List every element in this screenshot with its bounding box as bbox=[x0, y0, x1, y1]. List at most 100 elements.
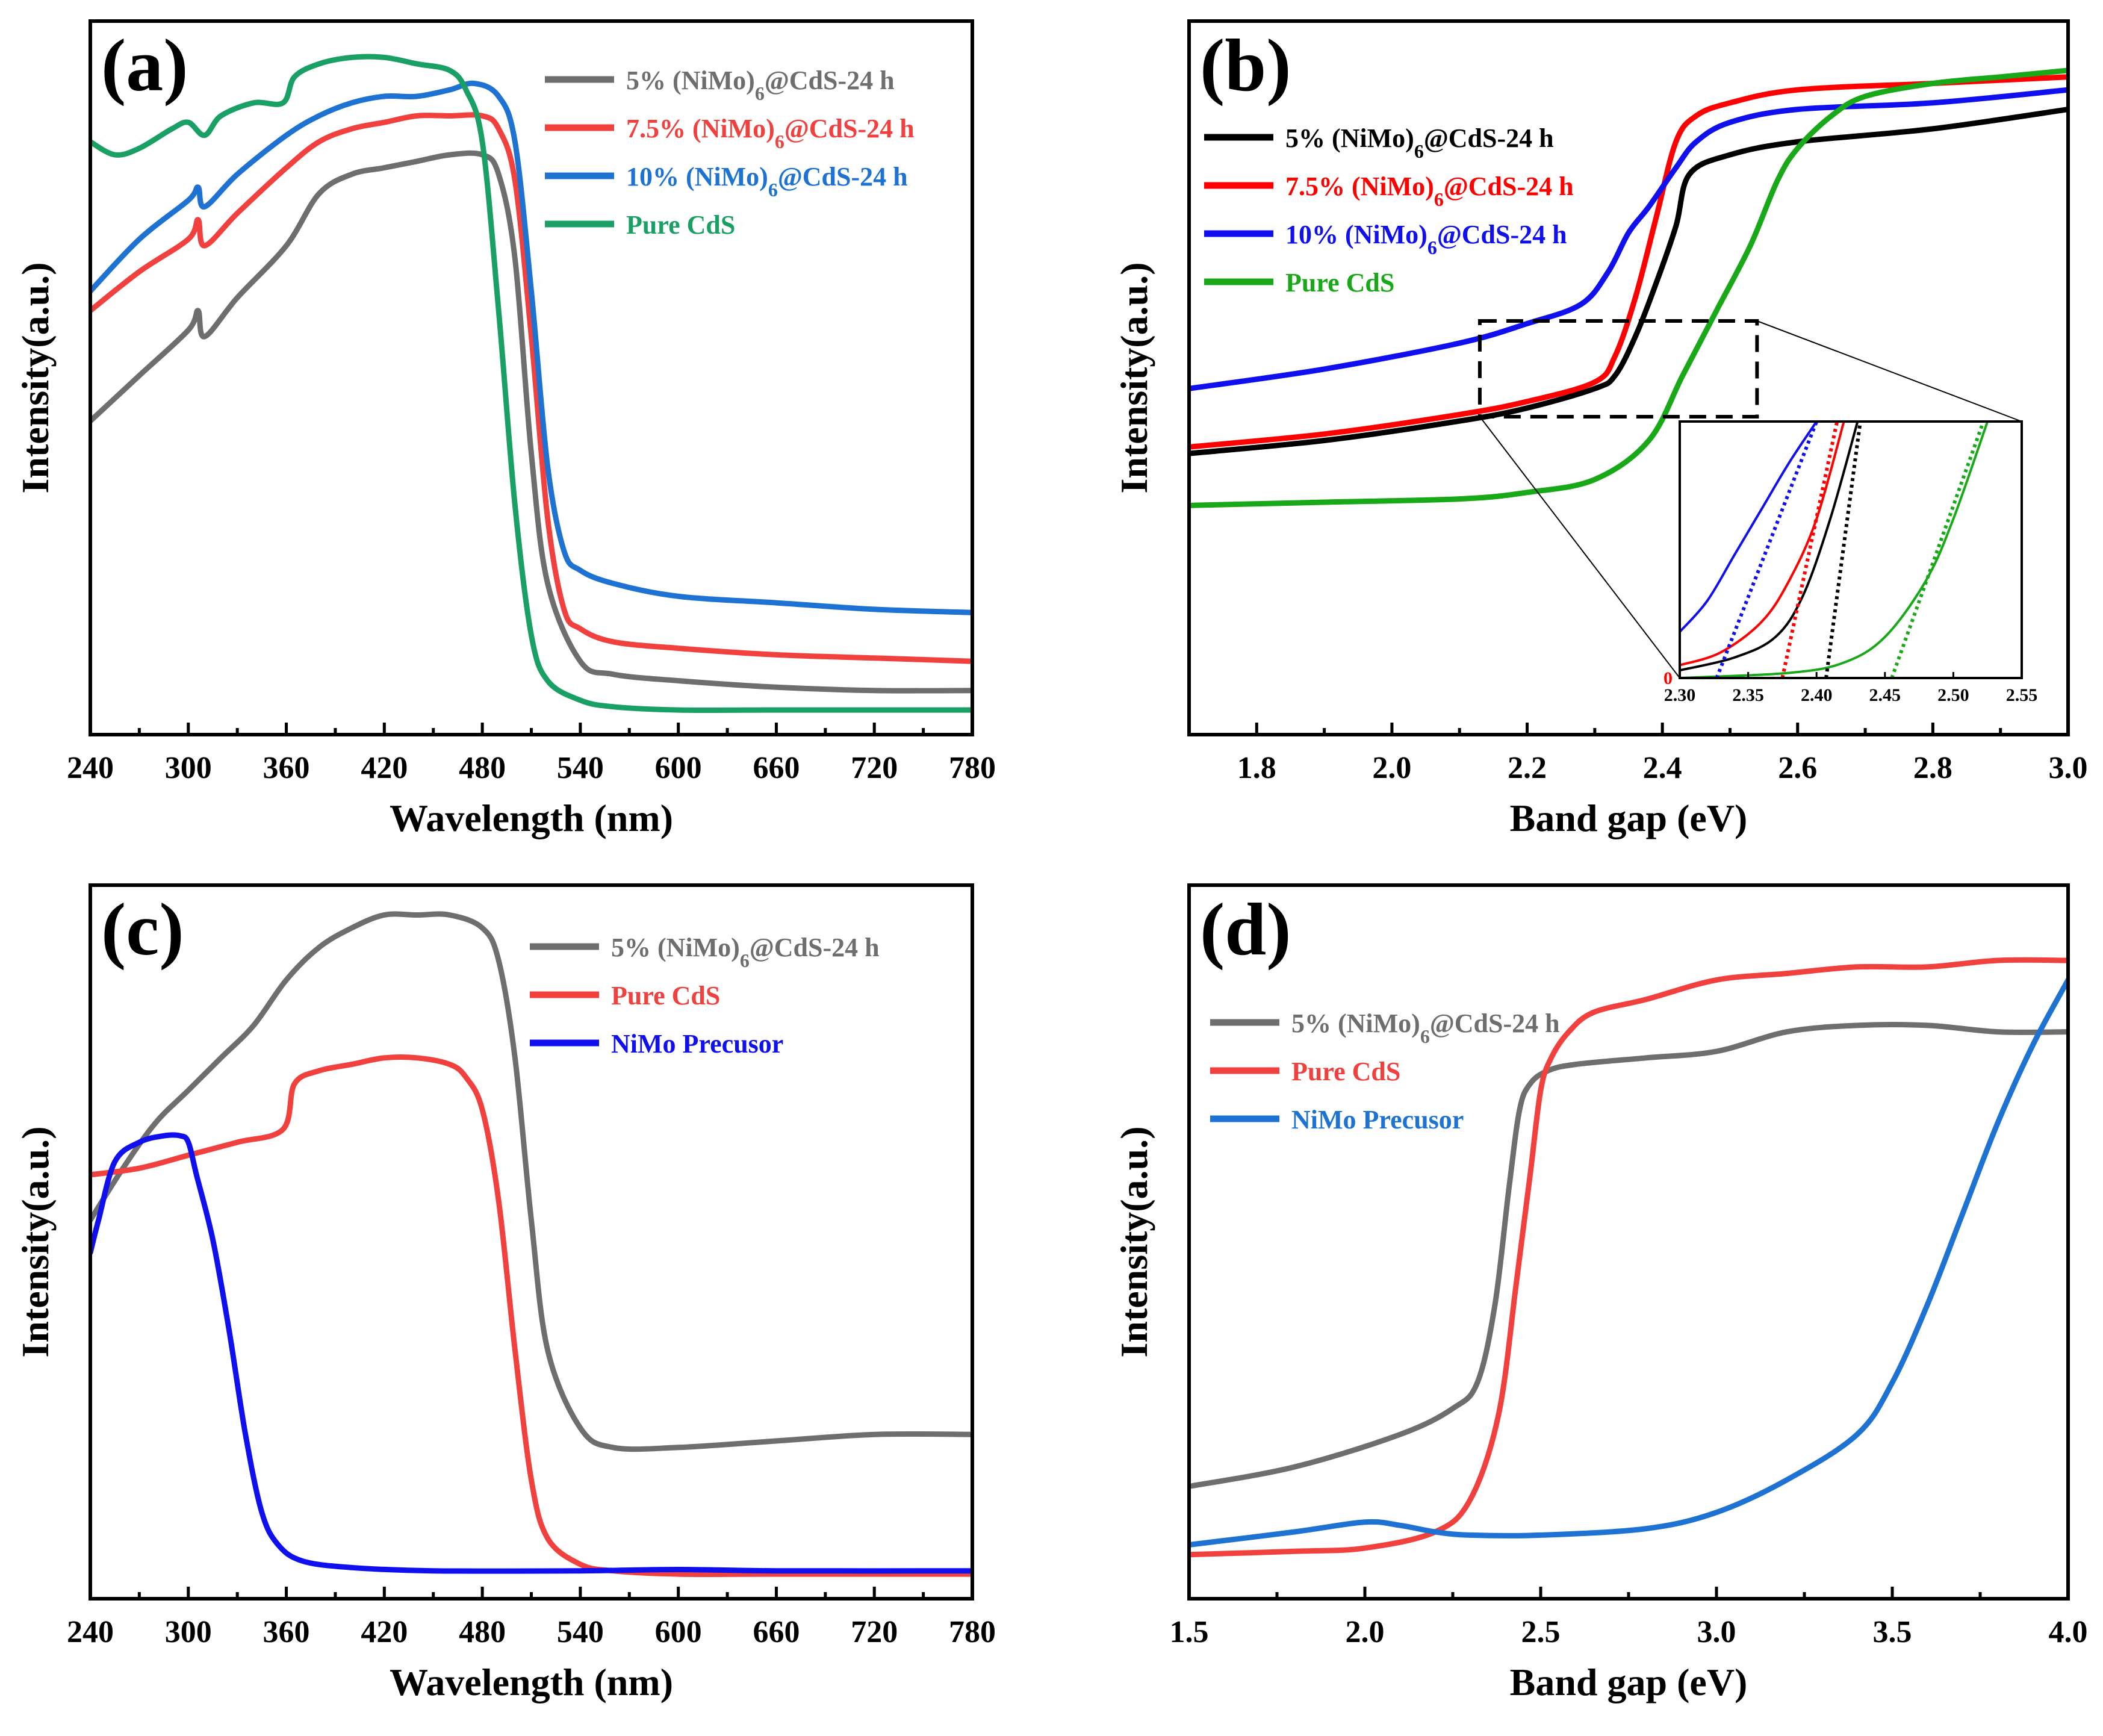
x-tick-label: 300 bbox=[165, 751, 212, 785]
x-tick-label: 3.0 bbox=[1697, 1615, 1736, 1649]
series-line-2 bbox=[90, 112, 972, 664]
x-tick-label: 2.2 bbox=[1508, 751, 1547, 785]
series-line-1 bbox=[90, 150, 972, 694]
x-tick-label: 240 bbox=[67, 1615, 114, 1649]
series-line-2 bbox=[1189, 957, 2068, 1558]
x-tick-label: 2.0 bbox=[1346, 1615, 1385, 1649]
legend: 5% (NiMo)6@CdS-24 h Pure CdS NiMo Precusor bbox=[1210, 1009, 1560, 1134]
legend-item: 5% (NiMo)6@CdS-24 h bbox=[1210, 1009, 1560, 1047]
panel-label: (c) bbox=[101, 888, 184, 971]
y-axis-label: Intensity(a.u.) bbox=[14, 1126, 57, 1357]
x-tick-label: 720 bbox=[851, 1615, 898, 1649]
legend-label: 10% (NiMo)6@CdS-24 h bbox=[1285, 220, 1567, 258]
x-tick-label: 780 bbox=[949, 751, 996, 785]
x-tick-label: 540 bbox=[557, 1615, 604, 1649]
inset: 2.30 2.35 2.40 2.45 2.50 2.55 0 bbox=[1477, 319, 2038, 705]
legend-item: Pure CdS bbox=[1204, 268, 1394, 297]
zoom-connector bbox=[1479, 416, 1680, 679]
legend-label: Pure CdS bbox=[611, 981, 720, 1010]
panel-label: (a) bbox=[101, 24, 188, 107]
legend: 5% (NiMo)6@CdS-24 h Pure CdS NiMo Precusor bbox=[530, 933, 880, 1059]
zoom-source-box bbox=[1477, 319, 1759, 418]
inset-series bbox=[1680, 422, 1989, 678]
series-line-1 bbox=[90, 911, 972, 1452]
x-tick-label: 2.4 bbox=[1643, 751, 1682, 785]
panel-label: (d) bbox=[1200, 888, 1291, 971]
x-tick-label: 480 bbox=[459, 751, 506, 785]
series-group bbox=[1189, 957, 2068, 1558]
legend: 5% (NiMo)6@CdS-24 h 7.5% (NiMo)6@CdS-24 h… bbox=[1204, 123, 1574, 297]
legend-label: 7.5% (NiMo)6@CdS-24 h bbox=[626, 114, 915, 152]
x-axis-label: Band gap (eV) bbox=[1510, 1661, 1748, 1703]
legend-item: 7.5% (NiMo)6@CdS-24 h bbox=[545, 114, 915, 152]
x-axis-label: Wavelength (nm) bbox=[390, 797, 673, 839]
inset-series-line-4 bbox=[1680, 422, 1989, 678]
x-tick-label: 420 bbox=[361, 1615, 408, 1649]
x-tick-label: 4.0 bbox=[2049, 1615, 2088, 1649]
x-tick-label: 3.0 bbox=[2049, 751, 2088, 785]
x-tick-label: 600 bbox=[655, 1615, 702, 1649]
series-line-4 bbox=[1189, 67, 2068, 508]
legend-item: 7.5% (NiMo)6@CdS-24 h bbox=[1204, 172, 1574, 210]
inset-x-tick-label: 2.45 bbox=[1869, 685, 1901, 705]
plot-frame bbox=[1187, 883, 2070, 1601]
legend-label: 5% (NiMo)6@CdS-24 h bbox=[1285, 123, 1554, 162]
legend-label: 5% (NiMo)6@CdS-24 h bbox=[1291, 1009, 1560, 1047]
plot-frame bbox=[1187, 19, 2070, 736]
legend-label: 10% (NiMo)6@CdS-24 h bbox=[626, 162, 908, 201]
series-line-2 bbox=[90, 1054, 972, 1577]
x-axis-label: Wavelength (nm) bbox=[390, 1661, 673, 1703]
legend-item: 10% (NiMo)6@CdS-24 h bbox=[1204, 220, 1567, 258]
series-line-1 bbox=[1189, 107, 2068, 456]
legend: 5% (NiMo)6@CdS-24 h 7.5% (NiMo)6@CdS-24 h… bbox=[545, 66, 915, 240]
inset-series-line-2 bbox=[1680, 422, 1845, 667]
legend-item: NiMo Precusor bbox=[530, 1029, 783, 1059]
inset-series-line-1 bbox=[1680, 422, 1818, 633]
x-axis-label: Band gap (eV) bbox=[1510, 797, 1748, 839]
inset-frame bbox=[1679, 420, 2023, 679]
x-tick-label: 2.6 bbox=[1778, 751, 1817, 785]
y-axis-label: Intensity(a.u.) bbox=[1113, 1126, 1155, 1357]
series-line-1 bbox=[1189, 1022, 2068, 1489]
inset-x-tick-label: 2.50 bbox=[1937, 685, 1969, 705]
inset-x-tick-label: 2.40 bbox=[1801, 685, 1833, 705]
x-tick-label: 600 bbox=[655, 751, 702, 785]
inset-x-tick-label: 2.55 bbox=[2006, 685, 2038, 705]
inset-x-tick-label: 2.35 bbox=[1732, 685, 1764, 705]
series-group bbox=[1189, 67, 2068, 508]
legend-item: Pure CdS bbox=[545, 210, 735, 240]
inset-fit-line-4 bbox=[1890, 422, 1986, 678]
x-tick-label: 420 bbox=[361, 751, 408, 785]
legend-item: 5% (NiMo)6@CdS-24 h bbox=[545, 66, 895, 104]
x-tick-label: 660 bbox=[753, 1615, 800, 1649]
y-axis-label: Intensity(a.u.) bbox=[14, 262, 57, 493]
panel-label: (b) bbox=[1200, 24, 1291, 107]
legend-item: 5% (NiMo)6@CdS-24 h bbox=[530, 933, 880, 971]
x-tick-label: 540 bbox=[557, 751, 604, 785]
x-tick-label: 780 bbox=[949, 1615, 996, 1649]
legend-item: 10% (NiMo)6@CdS-24 h bbox=[545, 162, 908, 201]
series-line-3 bbox=[90, 80, 972, 615]
series-line-3 bbox=[90, 1132, 972, 1574]
panel-c: 240 300 360 420 480 540 600 660 720 780 Wavelength… bbox=[14, 883, 996, 1703]
legend-label: Pure CdS bbox=[1291, 1057, 1400, 1086]
legend-label: 5% (NiMo)6@CdS-24 h bbox=[611, 933, 880, 971]
x-tick-label: 300 bbox=[165, 1615, 212, 1649]
legend-label: NiMo Precusor bbox=[1291, 1105, 1464, 1134]
legend-item: 5% (NiMo)6@CdS-24 h bbox=[1204, 123, 1554, 162]
legend-label: 7.5% (NiMo)6@CdS-24 h bbox=[1285, 172, 1574, 210]
x-tick-label: 660 bbox=[753, 751, 800, 785]
x-tick-label: 480 bbox=[459, 1615, 506, 1649]
panel-b: 1.8 2.0 2.2 2.4 2.6 2.8 3.0 Band gap (eV) Intens… bbox=[1113, 19, 2088, 839]
x-tick-label: 2.8 bbox=[1913, 751, 1952, 785]
legend-label: Pure CdS bbox=[626, 210, 735, 240]
series-group bbox=[90, 54, 972, 713]
x-tick-label: 2.5 bbox=[1521, 1615, 1561, 1649]
x-tick-label: 360 bbox=[263, 1615, 310, 1649]
legend-item: Pure CdS bbox=[530, 981, 720, 1010]
legend-label: Pure CdS bbox=[1285, 268, 1394, 297]
legend-item: Pure CdS bbox=[1210, 1057, 1400, 1086]
x-tick-label: 240 bbox=[67, 751, 114, 785]
x-tick-label: 3.5 bbox=[1873, 1615, 1912, 1649]
